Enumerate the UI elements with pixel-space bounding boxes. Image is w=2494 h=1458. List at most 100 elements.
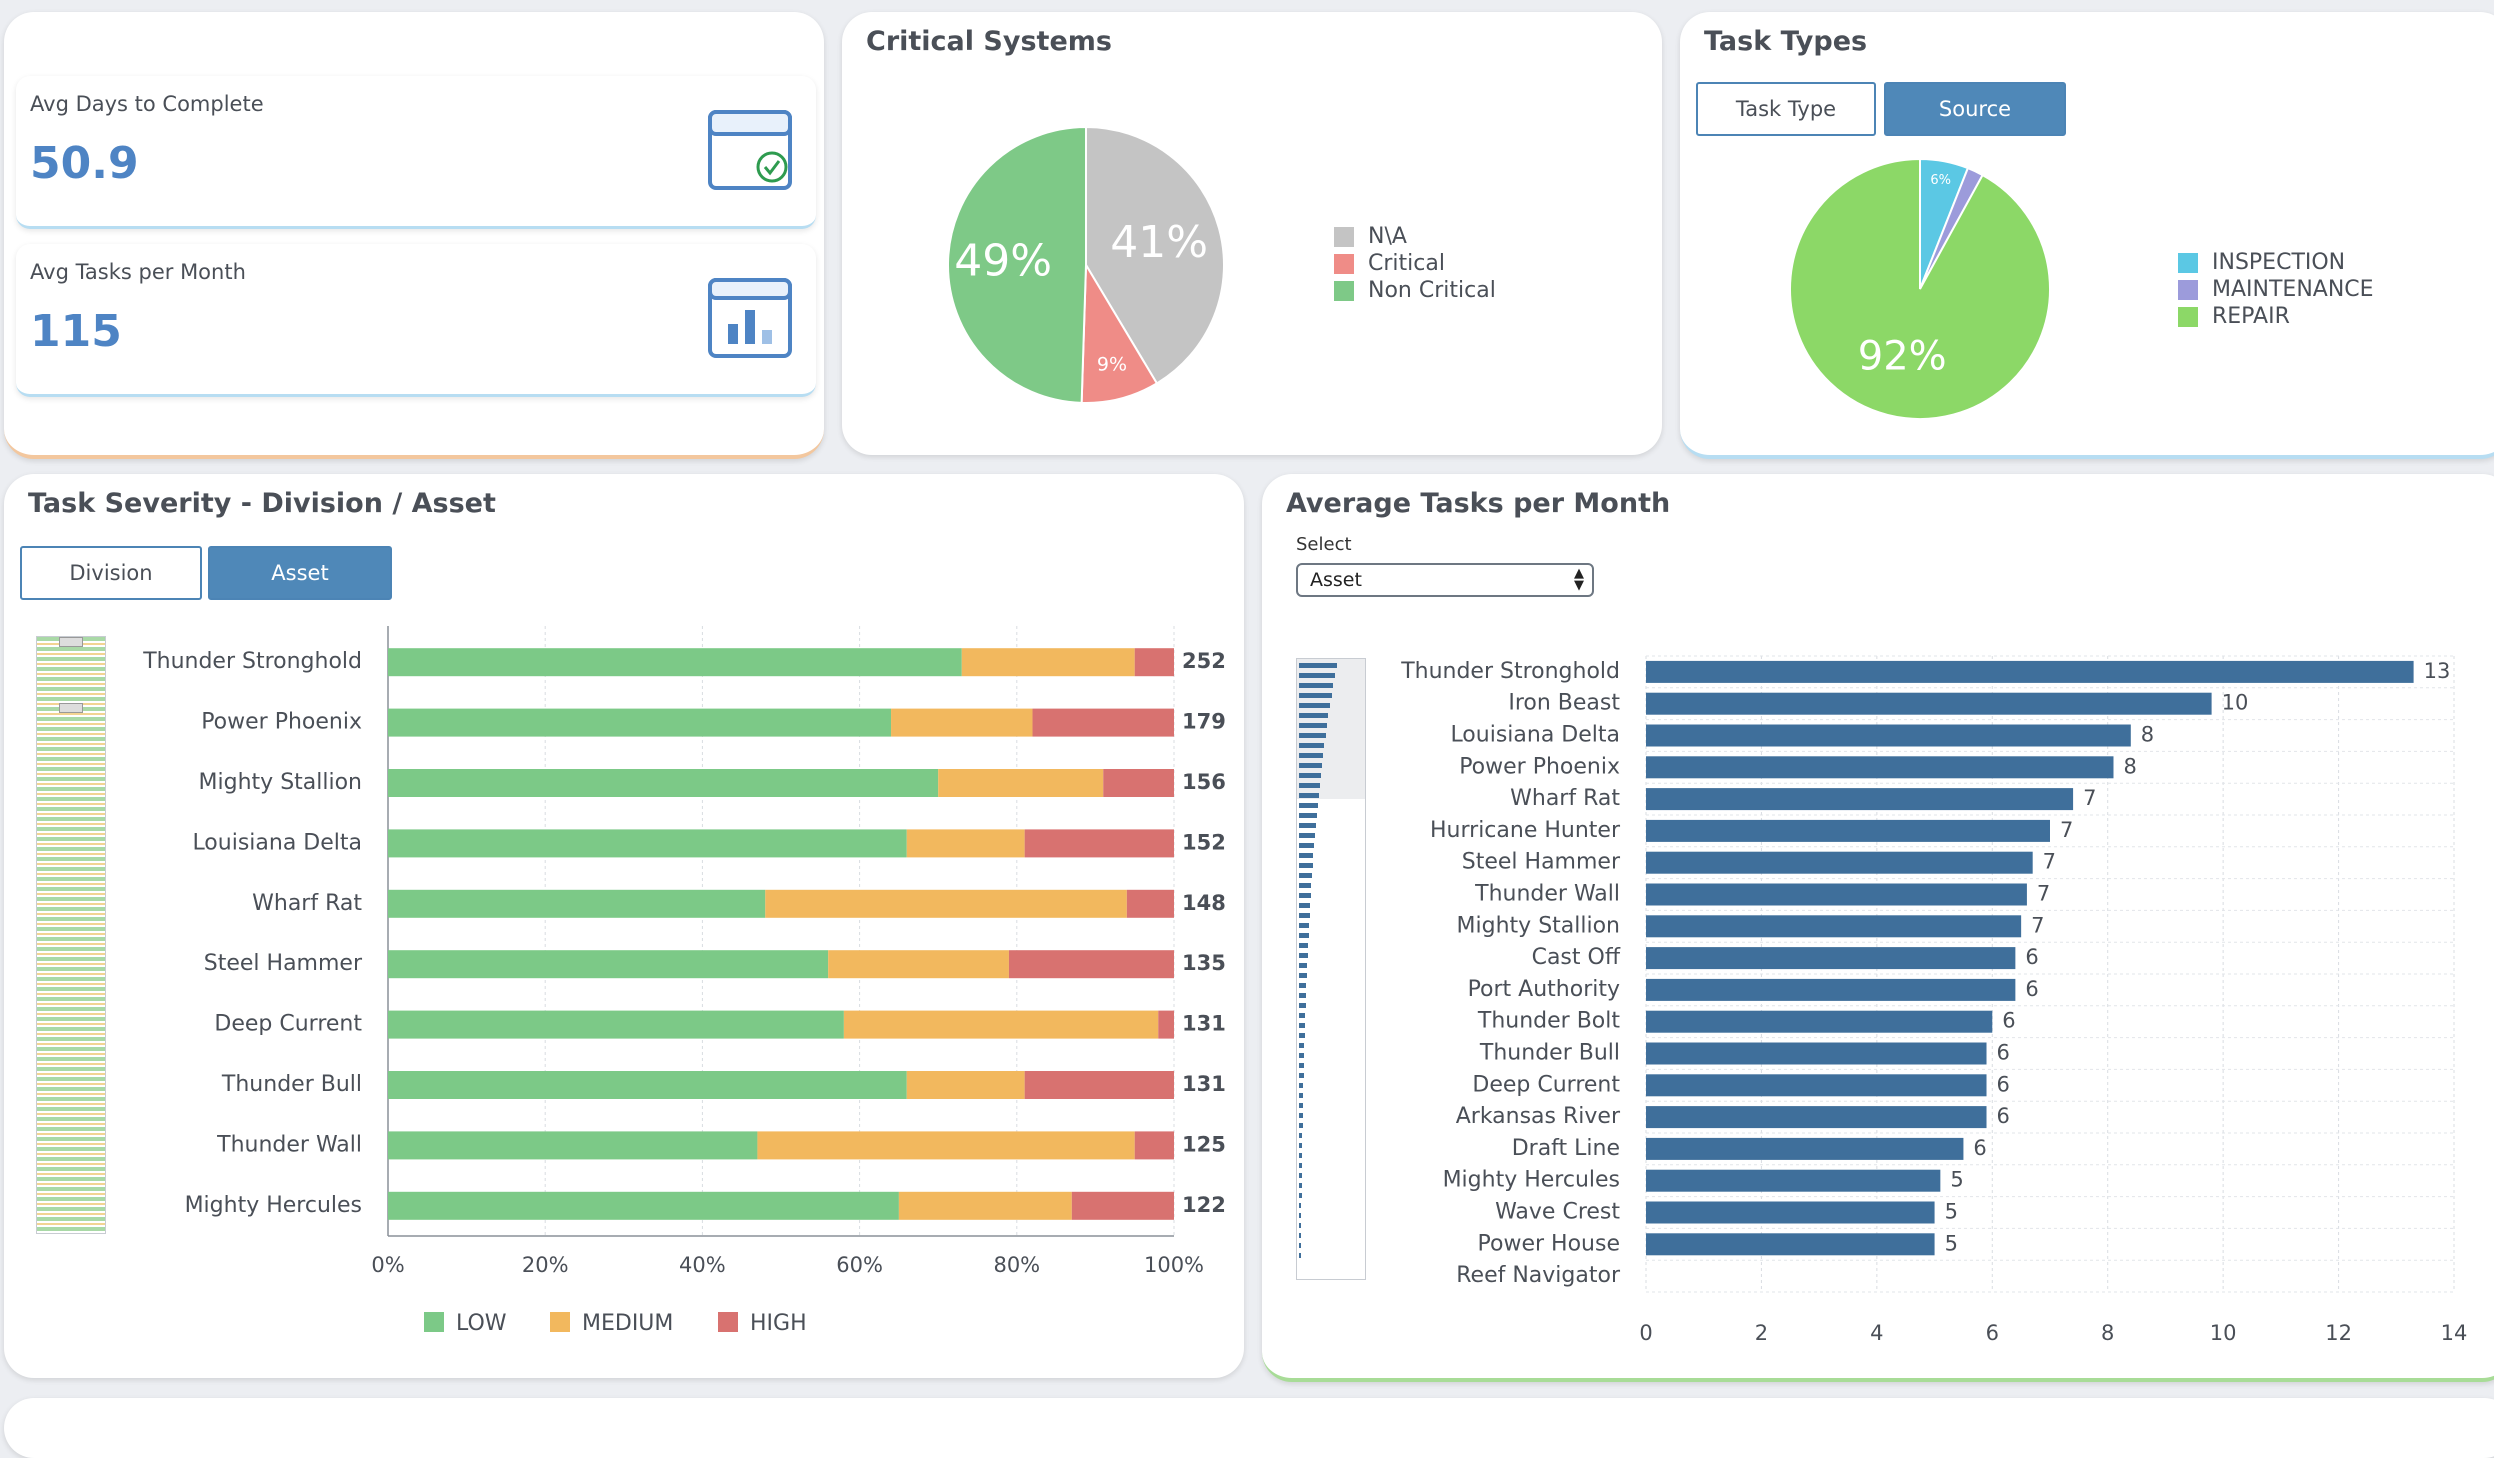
task-types-pie-chart: 6% 92% (1789, 157, 2051, 420)
bar-segment-medium (891, 708, 1033, 737)
legend-label: MEDIUM (582, 1311, 673, 1336)
mini-bar (1299, 1153, 1303, 1158)
x-tick-label: 20% (522, 1253, 569, 1277)
mini-bar (1299, 693, 1332, 698)
bar-segment-high (1103, 769, 1174, 797)
task-types-panel: Task Types Task Type Source 6% 92% INSPEC… (1680, 12, 2494, 459)
x-tick-label: 2 (1755, 1321, 1768, 1345)
mini-bar (1299, 933, 1309, 938)
avg-tasks-scroll-navigator[interactable] (1296, 658, 1366, 1280)
mini-bar (1299, 673, 1336, 678)
mini-bar (1299, 1123, 1303, 1128)
bar-segment-low (388, 1131, 758, 1160)
pie-slice (1085, 125, 1225, 385)
mini-bar (1299, 1103, 1303, 1108)
x-tick-label: 8 (2101, 1321, 2114, 1345)
data-label: 6 (1973, 1136, 1986, 1160)
bar-segment-low (388, 1191, 899, 1220)
asset-button[interactable]: Asset (208, 546, 392, 600)
bar-segment-medium (828, 950, 1009, 979)
legend-label: Critical (1368, 251, 1445, 276)
legend-item[interactable]: Critical (1334, 251, 1445, 276)
data-label: 13 (2424, 659, 2451, 683)
bar (1646, 978, 2016, 1001)
category-label: Cast Off (1532, 945, 1621, 970)
slice-label: 49% (954, 236, 1052, 287)
kpi-label: Avg Tasks per Month (30, 260, 246, 284)
x-tick-label: 10 (2210, 1321, 2237, 1345)
bar-segment-low (388, 1010, 844, 1039)
bar (1646, 915, 2022, 938)
bar (1646, 1233, 1935, 1256)
category-label: Thunder Bull (1479, 1041, 1620, 1066)
mini-bar (1299, 873, 1312, 878)
asset-select[interactable]: Asset ▲ ▼ (1296, 563, 1594, 597)
bar (1646, 947, 2016, 970)
mini-bar (1299, 993, 1306, 998)
data-label: 6 (2025, 977, 2038, 1001)
mini-bar (1299, 903, 1311, 908)
average-tasks-bar-chart: 0 2 4 6 8 10 12 14 Thunder Stronghold 13 Iron Beas… (1400, 655, 2467, 1345)
legend-swatch (718, 1312, 738, 1332)
category-label: Wharf Rat (252, 891, 362, 916)
data-label: 10 (2222, 691, 2249, 715)
category-label: Mighty Stallion (1457, 913, 1620, 938)
legend-item[interactable]: Non Critical (1334, 278, 1496, 303)
source-button[interactable]: Source (1884, 82, 2066, 136)
task-type-button[interactable]: Task Type (1696, 82, 1876, 136)
x-tick-label: 60% (836, 1253, 883, 1277)
mini-bar (1299, 733, 1326, 738)
calendar-check-icon (708, 110, 792, 190)
bottom-panel (4, 1398, 2494, 1458)
legend-item[interactable]: N\A (1334, 224, 1407, 249)
category-label: Louisiana Delta (1450, 723, 1620, 748)
severity-scroll-navigator[interactable] (36, 636, 106, 1234)
category-label: Thunder Bull (221, 1072, 362, 1097)
legend-label: HIGH (750, 1311, 807, 1336)
data-label: 5 (1950, 1168, 1963, 1192)
bar-segment-high (1158, 1010, 1174, 1039)
mini-bar (1299, 1093, 1304, 1098)
mini-bar (1299, 853, 1314, 858)
division-button[interactable]: Division (20, 546, 202, 600)
kpi-value: 50.9 (30, 138, 139, 189)
category-label: Deep Current (214, 1012, 362, 1037)
x-tick-label: 12 (2325, 1321, 2352, 1345)
total-label: 148 (1182, 891, 1226, 915)
legend-item[interactable]: INSPECTION (2178, 250, 2345, 275)
data-label: 8 (2141, 723, 2154, 747)
mini-bar (1299, 1183, 1302, 1188)
legend-item[interactable]: MAINTENANCE (2178, 277, 2374, 302)
bar (1646, 692, 2212, 715)
mini-bar (1299, 803, 1318, 808)
bar-segment-high (1134, 648, 1174, 677)
bar-segment-medium (961, 648, 1135, 677)
mini-bar (1299, 723, 1327, 728)
mini-bar (1299, 1223, 1302, 1228)
bar (1646, 756, 2114, 779)
legend-swatch (550, 1312, 570, 1332)
bar-segment-medium (906, 1071, 1025, 1099)
data-label: 6 (2025, 945, 2038, 969)
mini-bar (1299, 893, 1311, 898)
category-label: Steel Hammer (1462, 850, 1621, 875)
data-label: 7 (2060, 818, 2073, 842)
bar (1646, 724, 2131, 747)
legend-item[interactable]: REPAIR (2178, 304, 2290, 329)
category-label: Iron Beast (1508, 691, 1620, 716)
mini-bar (1299, 663, 1337, 668)
scroll-handle-bottom[interactable] (59, 703, 83, 713)
mini-bar (1299, 1143, 1303, 1148)
bar-segment-low (388, 950, 829, 979)
kpi-label: Avg Days to Complete (30, 92, 264, 116)
category-label: Thunder Stronghold (1400, 659, 1620, 684)
x-tick-label: 0 (1639, 1321, 1652, 1345)
slice-label: 9% (1097, 354, 1127, 376)
total-label: 125 (1182, 1132, 1226, 1156)
select-chevron-icon: ▲ ▼ (1574, 566, 1584, 593)
panel-title: Average Tasks per Month (1286, 488, 1671, 519)
scroll-handle-top[interactable] (59, 637, 83, 647)
category-label: Mighty Hercules (185, 1193, 362, 1218)
panel-title: Task Types (1704, 26, 1868, 57)
mini-bar (1299, 843, 1315, 848)
